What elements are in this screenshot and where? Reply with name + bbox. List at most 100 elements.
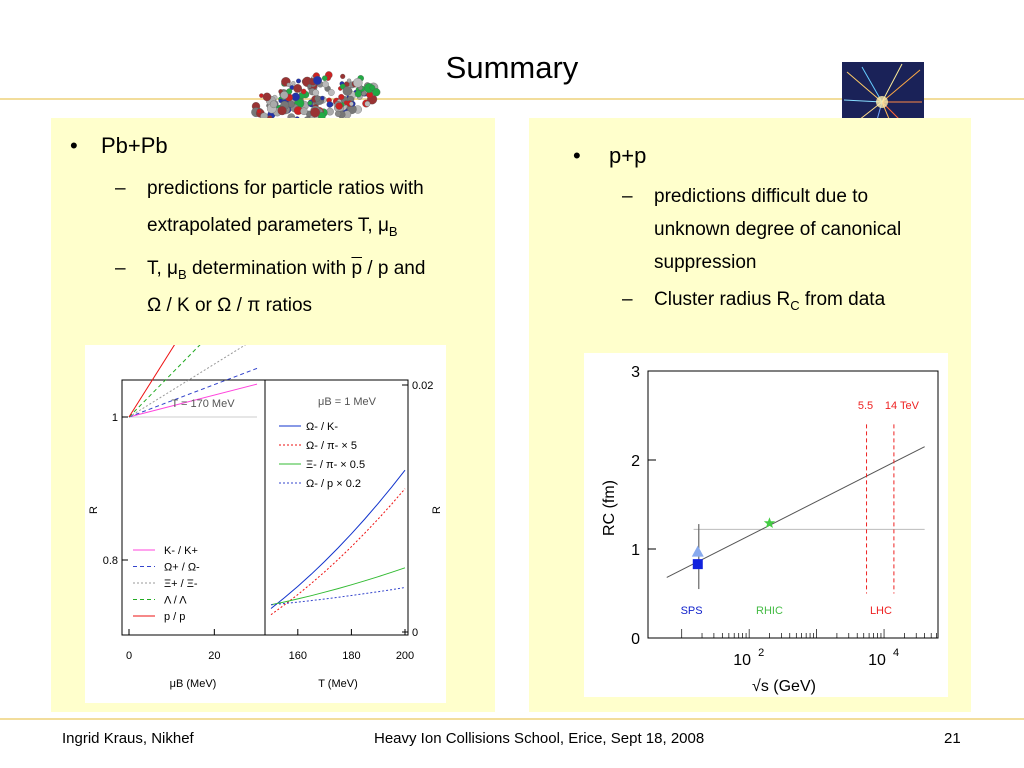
y-axis-label: R (88, 506, 100, 514)
y-tick-label: 0 (631, 631, 640, 648)
legend-label: Ω- / p × 0.2 (306, 478, 361, 490)
sub-text: determination with (186, 258, 352, 279)
series-line (128, 345, 175, 418)
legend-label: Ω- / K- (306, 421, 338, 433)
nucleon-dot (312, 89, 320, 97)
nucleon-dot (369, 84, 376, 91)
nucleon-dot (296, 78, 301, 84)
nucleon-dot (364, 100, 371, 107)
sub-text: extrapolated parameters T, μ (147, 215, 389, 236)
x-tick-exponent: 2 (758, 647, 764, 659)
nucleon-dot (300, 107, 308, 116)
footer-page-number: 21 (944, 730, 961, 747)
sub-line: unknown degree of canonical (654, 219, 902, 240)
sub-dash: – (622, 289, 633, 310)
data-point-star (763, 517, 776, 528)
series-line (128, 367, 258, 418)
nucleon-dot (300, 88, 307, 95)
subscript: B (388, 223, 398, 239)
nucleon-dot (280, 91, 289, 100)
nucleon-dot (277, 106, 287, 116)
legend-label: p / p (164, 611, 185, 623)
y-axis-label: RC (fm) (601, 480, 618, 536)
legend-label: Λ / Λ (164, 595, 187, 607)
sub-line: Ω / K or Ω / π ratios (147, 295, 313, 316)
y-tick-label: 1 (112, 412, 118, 424)
nucleon-dot (326, 101, 333, 108)
x-tick-label: 200 (396, 650, 414, 662)
fit-line (666, 446, 925, 578)
bullet-label: p+p (609, 143, 647, 168)
x-axis-label: √s (GeV) (752, 678, 816, 695)
nucleon-dot (269, 100, 278, 109)
lhc-energy-label: 5.5 (858, 400, 873, 412)
x-tick-exponent: 4 (893, 647, 899, 659)
bullet-label: Pb+Pb (101, 133, 168, 158)
y-tick-label: 3 (631, 364, 640, 381)
pbar-symbol: p (351, 258, 363, 279)
nucleon-dot (335, 102, 343, 110)
nucleon-dot (310, 107, 321, 118)
nucleon-dot (320, 95, 325, 101)
nucleon-dot (307, 100, 313, 106)
nucleon-dot (338, 93, 345, 101)
region-label: SPS (681, 605, 703, 617)
nucleon-dot (346, 78, 352, 83)
x-axis-label: T (MeV) (318, 678, 358, 690)
nucleon-dot (313, 75, 322, 85)
nucleon-dot (349, 101, 354, 107)
x-tick-label: 20 (208, 650, 220, 662)
nucleon-dot (334, 110, 342, 117)
legend-label: Ξ+ / Ξ- (164, 578, 198, 590)
series-line (270, 587, 406, 606)
y-axis-label: R (431, 506, 443, 514)
nucleon-dot (256, 108, 262, 114)
nucleon-dot (307, 84, 312, 89)
nucleon-dot (340, 73, 346, 79)
sub-dash: – (622, 186, 633, 207)
sub-line: extrapolated parameters T, μB (147, 207, 398, 250)
subscript: C (790, 297, 800, 313)
footer-event: Heavy Ion Collisions School, Erice, Sept… (374, 730, 705, 747)
y-tick-label: 1 (631, 542, 640, 559)
nucleon-dot (372, 88, 381, 97)
sub-text: Cluster radius R (654, 289, 791, 310)
ratio-prediction-chart: T = 170 MeV 1 0.8 R 0 20 μB (MeV) K- / K+ Ω+ / Ω… (85, 345, 446, 703)
x-tick-label: 10 (868, 652, 886, 669)
x-tick-label: 0 (126, 650, 132, 662)
series-line (270, 469, 406, 609)
sub-line: suppression (654, 252, 757, 273)
nucleon-dot (314, 95, 321, 102)
nucleon-dot (262, 92, 272, 102)
plot-frame (647, 370, 939, 639)
subscript: B (178, 266, 187, 282)
x-tick-label: 160 (289, 650, 307, 662)
series-line (128, 345, 247, 418)
nucleon-dot (353, 78, 363, 88)
legend-label: K- / K+ (164, 545, 198, 557)
lhc-energy-label: 14 TeV (885, 400, 920, 412)
nucleon-dot (291, 92, 300, 102)
sub-line: T, μB determination with p / p and (147, 250, 425, 293)
region-label: RHIC (756, 605, 783, 617)
nucleon-dot (291, 81, 296, 86)
nucleon-dot (293, 84, 302, 93)
nucleon-dot (321, 75, 328, 81)
sub-dash: – (115, 258, 126, 279)
panel-annotation: T = 170 MeV (171, 398, 235, 410)
series-line (128, 345, 201, 418)
nucleon-dot (327, 89, 335, 96)
cluster-radius-chart: 0 1 2 3 10 2 10 4 √s (GeV) RC (fm) 5.5 14 TeV SPS RHI… (584, 353, 948, 697)
data-point-triangle (691, 545, 704, 557)
slide-title: Summary (445, 50, 579, 85)
y-tick-label: 0 (412, 627, 418, 639)
sub-text: / p and (362, 258, 426, 279)
sub-line: predictions for particle ratios with (147, 178, 424, 199)
sub-dash: – (115, 178, 126, 199)
nucleon-dot (361, 91, 367, 97)
legend-label: Ω+ / Ω- (164, 562, 200, 574)
nucleon-dot (286, 88, 293, 95)
x-axis-label: μB (MeV) (170, 678, 217, 690)
legend-label: Ω- / π- × 5 (306, 440, 357, 452)
title-rule (0, 98, 1024, 100)
